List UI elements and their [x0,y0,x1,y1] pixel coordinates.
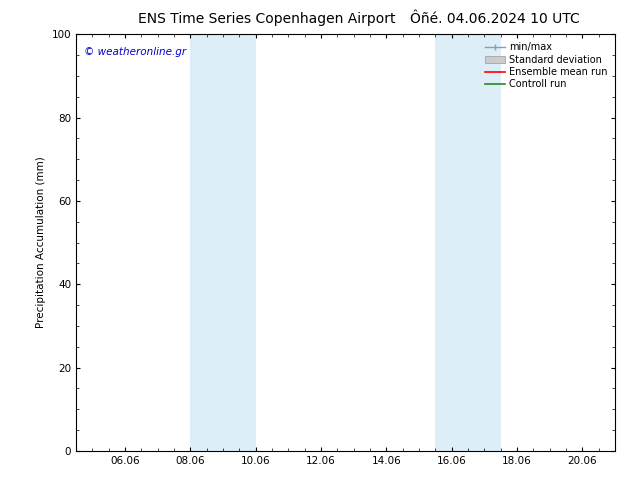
Bar [468,34,501,451]
Bar [223,34,256,451]
Legend: min/max, Standard deviation, Ensemble mean run, Controll run: min/max, Standard deviation, Ensemble me… [482,39,610,92]
Text: Ôñé. 04.06.2024 10 UTC: Ôñé. 04.06.2024 10 UTC [410,12,579,26]
Bar [436,34,468,451]
Y-axis label: Precipitation Accumulation (mm): Precipitation Accumulation (mm) [36,157,46,328]
Text: ENS Time Series Copenhagen Airport: ENS Time Series Copenhagen Airport [138,12,395,26]
Text: © weatheronline.gr: © weatheronline.gr [84,47,186,57]
Bar [190,34,223,451]
